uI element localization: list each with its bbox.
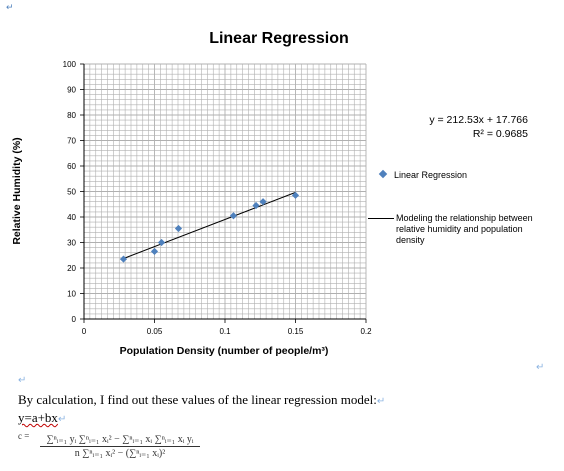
y-tick-label: 60: [67, 162, 76, 171]
y-tick-label: 40: [67, 213, 76, 222]
formula-numerator: ∑ⁿᵢ₌₁ yᵢ ∑ⁿᵢ₌₁ xᵢ² − ∑ⁿᵢ₌₁ xᵢ ∑ⁿᵢ₌₁ xᵢ y…: [40, 434, 200, 447]
model-formula: y=a+bx↵: [18, 410, 66, 426]
x-tick-label: 0: [82, 327, 87, 336]
chart-title: Linear Regression: [209, 30, 349, 47]
x-tick-label: 0.05: [147, 327, 163, 336]
paragraph-mark-blank: ↵: [18, 375, 27, 386]
x-tick-label: 0.15: [288, 327, 304, 336]
trendline-equation: y = 212.53x + 17.766: [429, 114, 528, 126]
model-text: y=a+bx: [18, 410, 58, 425]
y-tick-label: 100: [63, 60, 77, 69]
x-tick-label: 0.1: [219, 327, 231, 336]
formula-denominator: n ∑ⁿᵢ₌₁ xᵢ² − (∑ⁿᵢ₌₁ xᵢ)²: [74, 448, 166, 459]
x-tick-label: 0.2: [360, 327, 372, 336]
y-tick-label: 80: [67, 111, 76, 120]
trendline-equation-box: y = 212.53x + 17.766 R² = 0.9685: [368, 113, 528, 141]
r-squared: R² = 0.9685: [472, 128, 528, 140]
plot-grid: [83, 63, 367, 320]
y-tick-label: 10: [67, 290, 76, 299]
c-label: c =: [18, 431, 30, 441]
paragraph-mark: ↵: [57, 414, 67, 425]
data-point: [252, 201, 260, 210]
legend-trendline-label: Modeling the relationship between relati…: [396, 213, 533, 245]
y-tick-label: 90: [67, 86, 76, 95]
y-tick-label: 0: [72, 315, 77, 324]
data-points: [119, 191, 300, 263]
data-point: [174, 224, 183, 233]
data-point: [291, 191, 300, 199]
data-point: [259, 198, 267, 206]
tick-labels: 0 10 20 30 40 50 60 70 80 90 100 0 0.05 0.1 0.15 0.2: [63, 60, 372, 336]
data-point: [157, 238, 166, 247]
x-axis-label: Population Density (number of people/m³): [120, 345, 329, 357]
line-swatch-icon: [368, 218, 394, 219]
y-axis-label: Relative Humidity (%): [11, 137, 23, 244]
y-tick-label: 50: [67, 188, 76, 197]
calculation-text: By calculation, I find out these values …: [18, 392, 377, 407]
intercept-formula: ∑ⁿᵢ₌₁ yᵢ ∑ⁿᵢ₌₁ xᵢ² − ∑ⁿᵢ₌₁ xᵢ ∑ⁿᵢ₌₁ xᵢ y…: [40, 434, 200, 459]
trendline-layer: [123, 191, 296, 259]
trendline: [123, 191, 296, 259]
y-tick-label: 20: [67, 264, 76, 273]
y-tick-label: 70: [67, 137, 76, 146]
data-point: [229, 212, 238, 220]
paragraph-mark-top: ↵: [6, 2, 14, 12]
chart: Linear Regression 0 10 20 30 40 50 60 70 80 90 100…: [11, 30, 372, 357]
plot-axes: [80, 63, 367, 323]
legend-series-label: Linear Regression: [394, 170, 468, 180]
data-point: [150, 247, 159, 256]
paragraph-mark: ↵: [376, 396, 386, 407]
calculation-sentence: By calculation, I find out these values …: [18, 392, 385, 408]
paragraph-mark-right: ↵: [536, 362, 545, 373]
data-point: [119, 255, 128, 263]
y-tick-label: 30: [67, 239, 76, 248]
